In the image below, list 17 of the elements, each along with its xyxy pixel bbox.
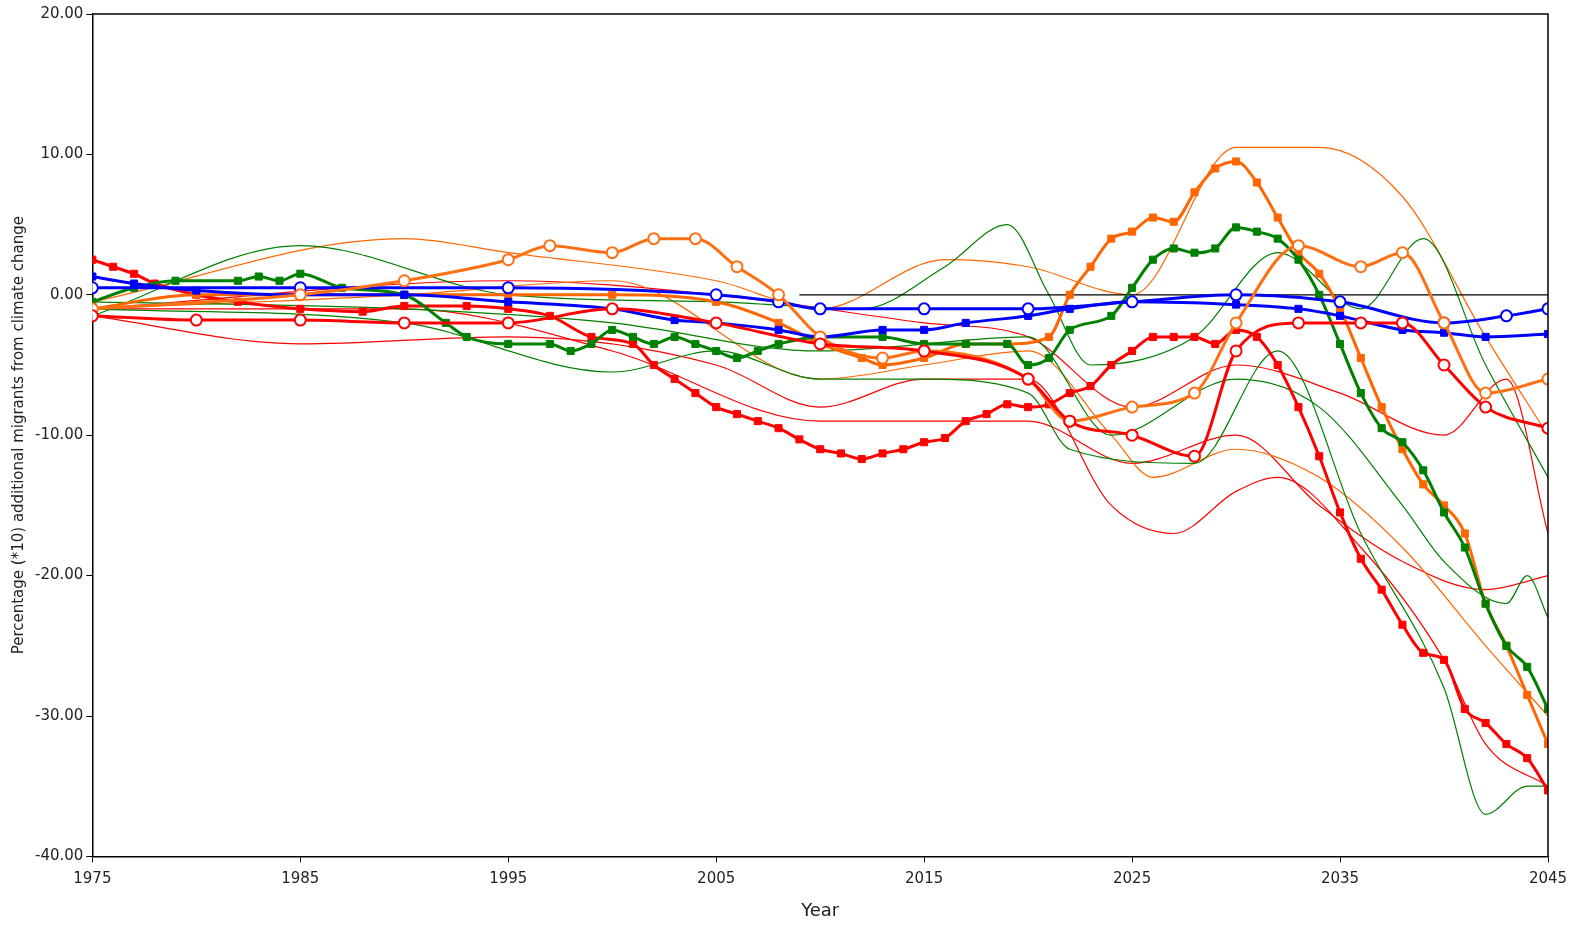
x-tick-label: 2005 [697,869,736,888]
y-tick-label: -10.00 [35,425,84,444]
x-tick-label: 2045 [1528,869,1568,888]
x-axis-title: Year [800,898,840,920]
y-tick-label: -40.00 [35,846,84,865]
x-tick-label: 2015 [905,869,944,888]
y-tick-label: -30.00 [35,705,84,724]
x-tick-label: 1975 [73,869,112,888]
x-tick-label: 2025 [1113,869,1152,888]
x-tick-label: 1995 [489,869,528,888]
x-tick-label: 1985 [281,869,320,888]
x-tick-label: 2035 [1320,869,1360,888]
y-axis-title: Percentage (*10) additional migrants from climate change [8,216,27,655]
y-tick-label: -20.00 [35,565,84,584]
y-tick-label: 0.00 [49,284,84,303]
y-tick-label: 20.00 [40,3,84,22]
y-tick-label: 10.00 [40,144,84,163]
